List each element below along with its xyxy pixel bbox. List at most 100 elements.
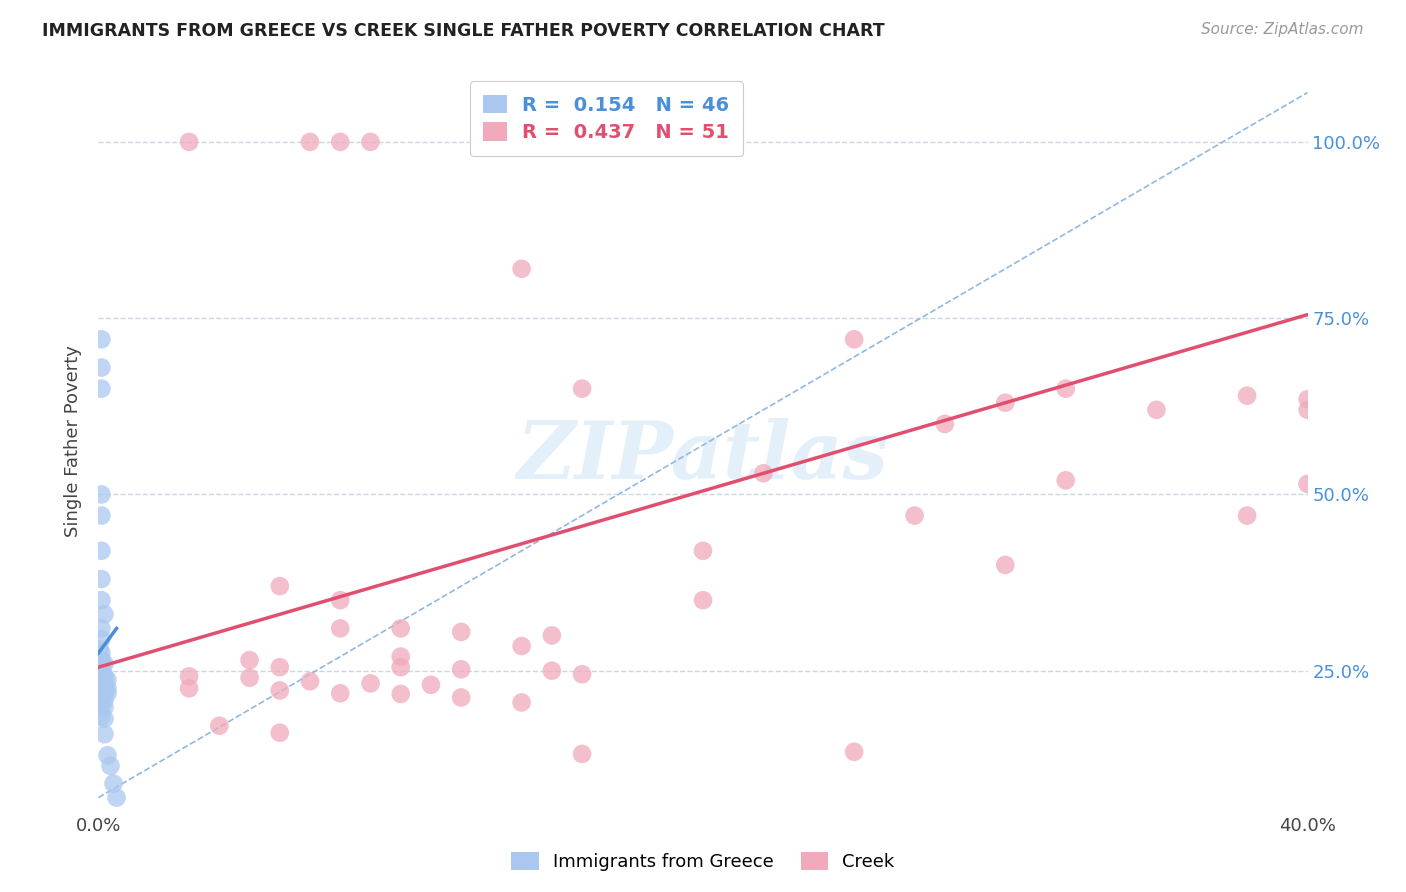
- Point: [90, 632, 112, 646]
- Point: [105, 790, 128, 805]
- Point: [1296, 392, 1319, 407]
- Point: [93, 693, 115, 707]
- Point: [103, 776, 125, 790]
- Point: [1296, 402, 1319, 417]
- Text: IMMIGRANTS FROM GREECE VS CREEK SINGLE FATHER POVERTY CORRELATION CHART: IMMIGRANTS FROM GREECE VS CREEK SINGLE F…: [42, 22, 884, 40]
- Y-axis label: Single Father Poverty: Single Father Poverty: [65, 345, 83, 538]
- Point: [360, 135, 382, 149]
- Point: [329, 135, 352, 149]
- Point: [90, 593, 112, 607]
- Point: [844, 745, 866, 759]
- Point: [89, 678, 111, 692]
- Point: [329, 621, 352, 635]
- Point: [93, 712, 115, 726]
- Point: [329, 686, 352, 700]
- Point: [269, 579, 291, 593]
- Point: [540, 664, 562, 678]
- Point: [1236, 508, 1258, 523]
- Point: [93, 673, 115, 687]
- Point: [90, 360, 112, 375]
- Point: [90, 487, 112, 501]
- Point: [90, 693, 112, 707]
- Point: [93, 607, 115, 622]
- Point: [299, 674, 322, 689]
- Point: [90, 621, 112, 635]
- Point: [90, 667, 112, 681]
- Point: [389, 660, 412, 674]
- Point: [1296, 476, 1319, 491]
- Text: ZIPatlas: ZIPatlas: [517, 417, 889, 495]
- Point: [692, 593, 714, 607]
- Point: [89, 671, 111, 685]
- Point: [90, 672, 112, 686]
- Legend: R =  0.154   N = 46, R =  0.437   N = 51: R = 0.154 N = 46, R = 0.437 N = 51: [470, 81, 742, 156]
- Point: [329, 593, 352, 607]
- Point: [510, 639, 533, 653]
- Point: [239, 671, 262, 685]
- Point: [90, 653, 112, 667]
- Point: [100, 759, 122, 773]
- Point: [269, 683, 291, 698]
- Point: [389, 687, 412, 701]
- Point: [571, 747, 593, 761]
- Point: [994, 558, 1017, 572]
- Point: [93, 681, 115, 695]
- Point: [389, 649, 412, 664]
- Point: [93, 668, 115, 682]
- Point: [90, 646, 112, 660]
- Point: [179, 669, 201, 683]
- Point: [93, 727, 115, 741]
- Point: [93, 657, 115, 671]
- Point: [89, 685, 111, 699]
- Text: Source: ZipAtlas.com: Source: ZipAtlas.com: [1201, 22, 1364, 37]
- Point: [450, 662, 472, 676]
- Point: [1144, 402, 1167, 417]
- Point: [91, 667, 114, 681]
- Point: [360, 676, 382, 690]
- Point: [934, 417, 956, 431]
- Point: [90, 572, 112, 586]
- Point: [91, 681, 114, 695]
- Point: [179, 135, 201, 149]
- Point: [994, 396, 1017, 410]
- Point: [1054, 382, 1077, 396]
- Point: [420, 678, 443, 692]
- Point: [450, 690, 472, 705]
- Point: [90, 382, 112, 396]
- Point: [96, 673, 118, 687]
- Point: [90, 660, 112, 674]
- Point: [1054, 473, 1077, 487]
- Point: [90, 657, 112, 671]
- Point: [571, 667, 593, 681]
- Point: [90, 544, 112, 558]
- Legend: Immigrants from Greece, Creek: Immigrants from Greece, Creek: [505, 846, 901, 879]
- Point: [93, 686, 115, 700]
- Point: [179, 681, 201, 696]
- Point: [752, 467, 775, 481]
- Point: [269, 725, 291, 739]
- Point: [1236, 389, 1258, 403]
- Point: [90, 508, 112, 523]
- Point: [510, 261, 533, 276]
- Point: [904, 508, 927, 523]
- Point: [90, 698, 112, 713]
- Point: [540, 628, 562, 642]
- Point: [90, 332, 112, 346]
- Point: [299, 135, 322, 149]
- Point: [96, 681, 118, 696]
- Point: [269, 660, 291, 674]
- Point: [93, 700, 115, 714]
- Point: [89, 642, 111, 657]
- Point: [89, 692, 111, 706]
- Point: [96, 748, 118, 763]
- Point: [90, 709, 112, 723]
- Point: [510, 695, 533, 709]
- Point: [89, 664, 111, 678]
- Point: [389, 621, 412, 635]
- Point: [90, 686, 112, 700]
- Point: [208, 719, 231, 733]
- Point: [692, 544, 714, 558]
- Point: [96, 686, 118, 700]
- Point: [90, 679, 112, 693]
- Point: [239, 653, 262, 667]
